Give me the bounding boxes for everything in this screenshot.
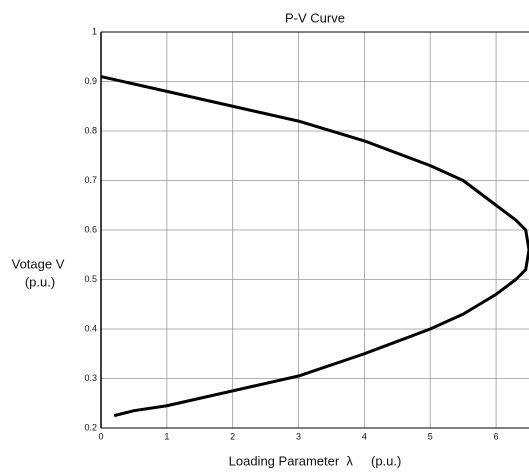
y-tick-label: 1 — [92, 26, 97, 36]
x-axis-label: Loading Parameter λ (p.u.) — [229, 453, 402, 468]
y-tick-label: 0.5 — [84, 274, 97, 284]
x-tick-label: 3 — [296, 431, 301, 441]
x-tick-label: 5 — [428, 431, 433, 441]
pv-curve — [101, 75, 529, 418]
y-tick-label: 0.4 — [84, 323, 97, 333]
y-tick-label: 0.3 — [84, 373, 97, 383]
x-tick-label: 2 — [230, 431, 235, 441]
x-tick-label: 1 — [164, 431, 169, 441]
x-tick-label: 4 — [362, 431, 367, 441]
chart-title: P-V Curve — [285, 10, 345, 25]
y-axis-label: (p.u.) — [25, 274, 55, 289]
x-tick-label: 6 — [494, 431, 499, 441]
x-tick-label: 0 — [98, 431, 103, 441]
y-tick-label: 0.8 — [84, 125, 97, 135]
y-tick-label: 0.7 — [84, 175, 97, 185]
y-tick-label: 0.2 — [84, 422, 97, 432]
y-axis-label: Votage V — [12, 256, 65, 271]
y-tick-label: 0.9 — [84, 76, 97, 86]
y-tick-label: 0.6 — [84, 224, 97, 234]
